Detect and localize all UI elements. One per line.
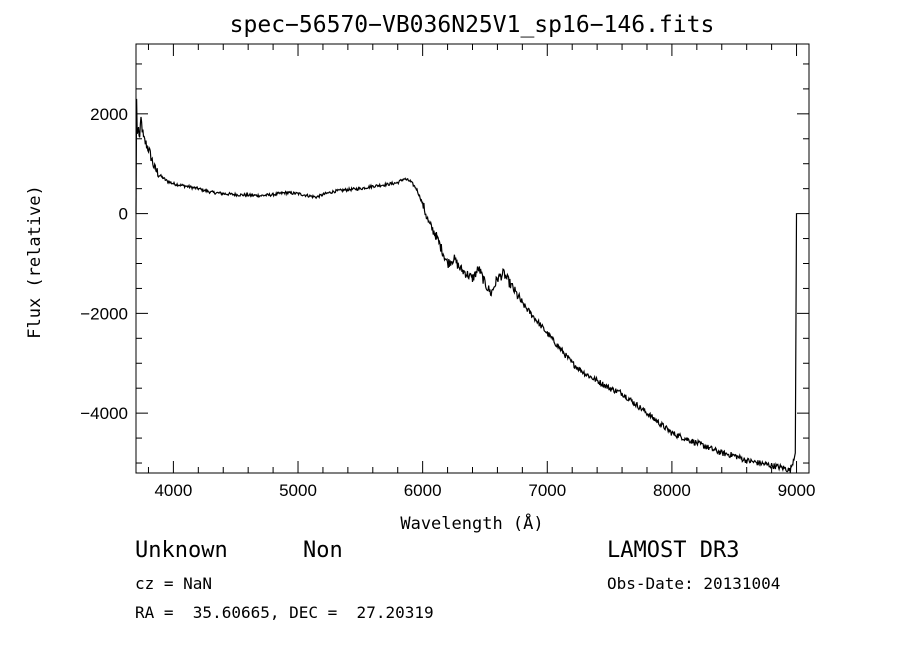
coords-label: RA = 35.60665, DEC = 27.20319 [135,603,434,622]
survey-label: LAMOST DR3 [607,538,740,563]
x-axis: 4000 5000 6000 7000 8000 9000 [147,44,816,500]
x-tick-label: 8000 [653,481,691,500]
spectrum-line [135,98,798,474]
chart-title: spec−56570−VB036N25V1_sp16−146.fits [230,12,715,38]
plot-frame [135,43,810,474]
y-tick-label: 2000 [90,105,128,124]
y-axis: 2000 0 −2000 −4000 [80,63,809,464]
x-tick-label: 9000 [778,481,816,500]
x-axis-label: Wavelength (Å) [400,512,543,534]
y-tick-label: −2000 [80,304,128,323]
x-tick-label: 7000 [528,481,566,500]
y-tick-label: 0 [119,205,128,224]
x-tick-label: 6000 [404,481,442,500]
y-tick-label: −4000 [80,404,128,423]
obs-date-label: Obs-Date: 20131004 [607,574,781,593]
cz-label: cz = NaN [135,574,213,593]
x-tick-label: 5000 [279,481,317,500]
subclass-label: Non [303,538,343,563]
class-label: Unknown [135,538,228,563]
y-axis-label: Flux (relative) [25,185,45,339]
x-tick-label: 4000 [154,481,192,500]
